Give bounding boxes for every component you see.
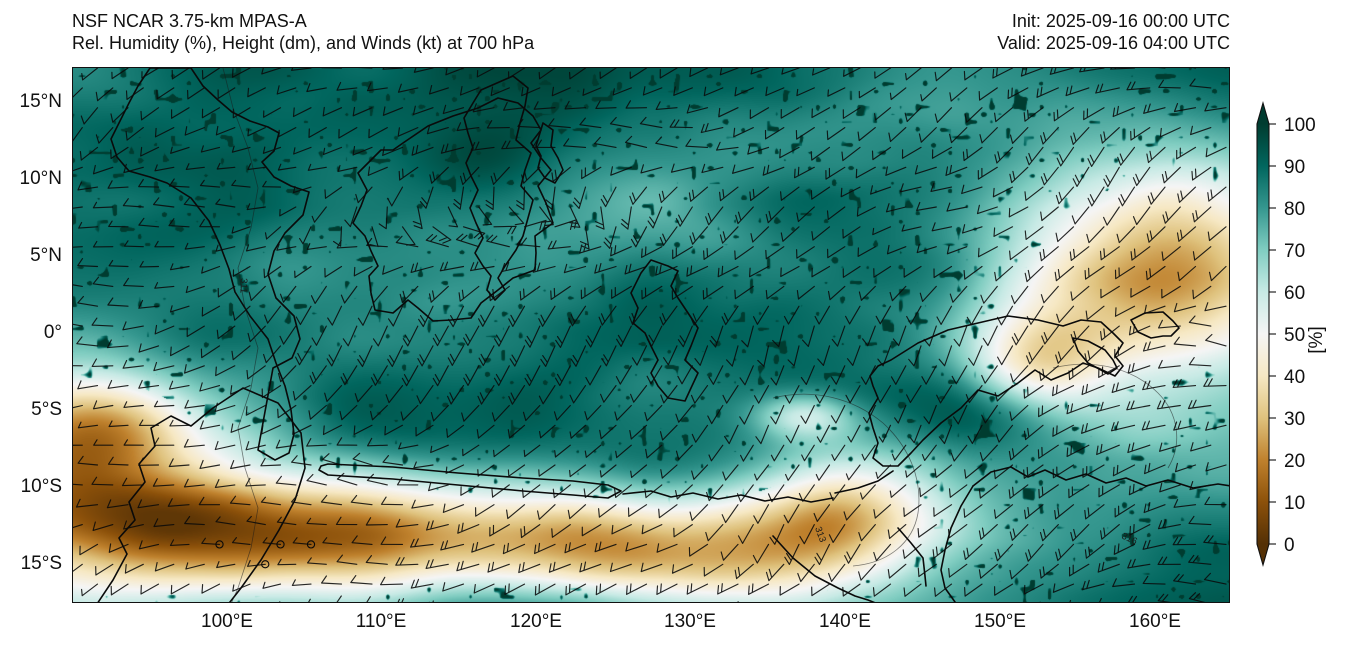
svg-text:70: 70 xyxy=(1284,241,1305,262)
svg-text:30: 30 xyxy=(1284,409,1305,430)
svg-text:20: 20 xyxy=(1284,451,1305,472)
svg-text:313: 313 xyxy=(812,525,828,544)
svg-text:311: 311 xyxy=(237,278,249,294)
svg-text:50: 50 xyxy=(1284,325,1305,346)
svg-text:90: 90 xyxy=(1284,157,1305,178)
svg-text:100: 100 xyxy=(1284,115,1316,136)
svg-text:316: 316 xyxy=(1120,531,1139,548)
svg-text:80: 80 xyxy=(1284,199,1305,220)
svg-text:[%]: [%] xyxy=(1306,326,1327,353)
svg-text:40: 40 xyxy=(1284,367,1305,388)
svg-text:0: 0 xyxy=(1284,535,1295,556)
svg-text:60: 60 xyxy=(1284,283,1305,304)
svg-text:10: 10 xyxy=(1284,493,1305,514)
